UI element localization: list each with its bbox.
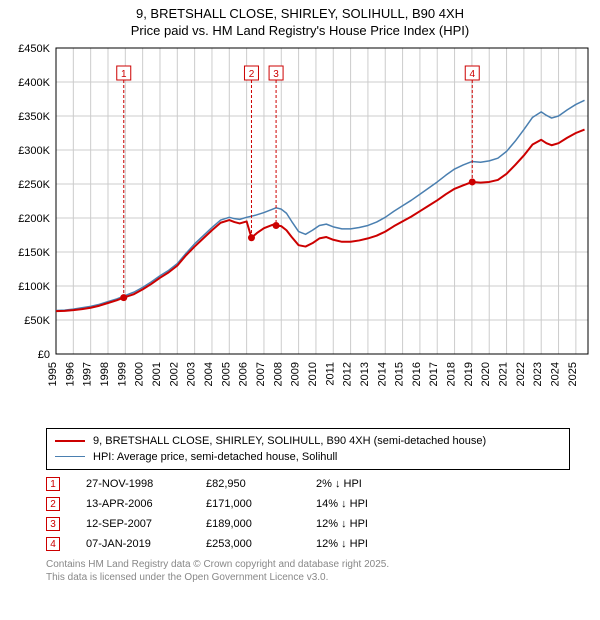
svg-text:2004: 2004 [203, 362, 215, 386]
svg-text:2019: 2019 [463, 362, 475, 386]
footer-attribution: Contains HM Land Registry data © Crown c… [46, 558, 570, 584]
svg-text:2006: 2006 [238, 362, 250, 386]
svg-text:2010: 2010 [307, 362, 319, 386]
svg-text:2008: 2008 [272, 362, 284, 386]
svg-text:2014: 2014 [376, 362, 388, 386]
svg-text:2003: 2003 [186, 362, 198, 386]
transaction-price: £82,950 [206, 478, 316, 490]
svg-text:2002: 2002 [168, 362, 180, 386]
svg-text:2015: 2015 [394, 362, 406, 386]
svg-text:2025: 2025 [567, 362, 579, 386]
transaction-marker: 4 [46, 537, 60, 551]
svg-text:1995: 1995 [47, 362, 59, 386]
svg-text:£200K: £200K [18, 213, 50, 225]
legend-label: 9, BRETSHALL CLOSE, SHIRLEY, SOLIHULL, B… [93, 435, 486, 447]
transaction-delta: 12% ↓ HPI [316, 518, 436, 530]
title-line-2: Price paid vs. HM Land Registry's House … [4, 23, 596, 40]
transaction-marker: 1 [46, 477, 60, 491]
svg-text:£0: £0 [38, 349, 50, 361]
svg-text:2024: 2024 [550, 362, 562, 386]
svg-text:£150K: £150K [18, 247, 50, 259]
svg-text:2022: 2022 [515, 362, 527, 386]
svg-text:2: 2 [249, 69, 255, 80]
svg-text:2013: 2013 [359, 362, 371, 386]
transaction-date: 07-JAN-2019 [86, 538, 206, 550]
transaction-price: £171,000 [206, 498, 316, 510]
svg-text:2023: 2023 [532, 362, 544, 386]
footer-line-2: This data is licensed under the Open Gov… [46, 571, 570, 584]
transaction-marker: 3 [46, 517, 60, 531]
transaction-row: 4 07-JAN-2019£253,00012% ↓ HPI [46, 534, 570, 554]
svg-text:2017: 2017 [428, 362, 440, 386]
transactions-table: 127-NOV-1998£82,9502% ↓ HPI213-APR-2006£… [46, 474, 570, 554]
legend-item: HPI: Average price, semi-detached house,… [55, 449, 561, 465]
svg-text:1999: 1999 [116, 362, 128, 386]
svg-text:£50K: £50K [24, 315, 50, 327]
footer-line-1: Contains HM Land Registry data © Crown c… [46, 558, 570, 571]
svg-text:£400K: £400K [18, 77, 50, 89]
transaction-price: £189,000 [206, 518, 316, 530]
svg-text:2011: 2011 [324, 362, 336, 386]
legend-swatch [55, 440, 85, 442]
transaction-marker: 2 [46, 497, 60, 511]
svg-text:£350K: £350K [18, 111, 50, 123]
svg-text:2009: 2009 [290, 362, 302, 386]
svg-text:2012: 2012 [342, 362, 354, 386]
svg-text:3: 3 [273, 69, 279, 80]
svg-text:2020: 2020 [480, 362, 492, 386]
svg-text:2021: 2021 [498, 362, 510, 386]
legend: 9, BRETSHALL CLOSE, SHIRLEY, SOLIHULL, B… [46, 428, 570, 470]
svg-text:1998: 1998 [99, 362, 111, 386]
transaction-row: 3 12-SEP-2007£189,00012% ↓ HPI [46, 514, 570, 534]
transaction-date: 12-SEP-2007 [86, 518, 206, 530]
chart-area: £0 £50K £100K £150K £200K £250K £300K £350K £400… [0, 42, 600, 422]
svg-text:2007: 2007 [255, 362, 267, 386]
transaction-row: 2 13-APR-2006£171,00014% ↓ HPI [46, 494, 570, 514]
transaction-delta: 2% ↓ HPI [316, 478, 436, 490]
svg-text:1996: 1996 [64, 362, 76, 386]
legend-item: 9, BRETSHALL CLOSE, SHIRLEY, SOLIHULL, B… [55, 433, 561, 449]
svg-text:£300K: £300K [18, 145, 50, 157]
svg-text:2018: 2018 [446, 362, 458, 386]
chart-title-block: 9, BRETSHALL CLOSE, SHIRLEY, SOLIHULL, B… [0, 0, 600, 42]
line-chart: £0 £50K £100K £150K £200K £250K £300K £350K £400… [0, 42, 600, 422]
svg-text:2016: 2016 [411, 362, 423, 386]
svg-text:2000: 2000 [134, 362, 146, 386]
transaction-date: 27-NOV-1998 [86, 478, 206, 490]
svg-text:4: 4 [469, 69, 475, 80]
svg-text:1997: 1997 [82, 362, 94, 386]
svg-text:2001: 2001 [151, 362, 163, 386]
legend-label: HPI: Average price, semi-detached house,… [93, 451, 337, 463]
transaction-date: 13-APR-2006 [86, 498, 206, 510]
title-line-1: 9, BRETSHALL CLOSE, SHIRLEY, SOLIHULL, B… [4, 6, 596, 23]
legend-swatch [55, 456, 85, 457]
svg-text:£100K: £100K [18, 281, 50, 293]
svg-text:£450K: £450K [18, 43, 50, 55]
transaction-delta: 12% ↓ HPI [316, 538, 436, 550]
svg-text:2005: 2005 [220, 362, 232, 386]
svg-text:1: 1 [121, 69, 127, 80]
transaction-delta: 14% ↓ HPI [316, 498, 436, 510]
transaction-row: 1 27-NOV-1998£82,9502% ↓ HPI [46, 474, 570, 494]
transaction-price: £253,000 [206, 538, 316, 550]
svg-text:£250K: £250K [18, 179, 50, 191]
